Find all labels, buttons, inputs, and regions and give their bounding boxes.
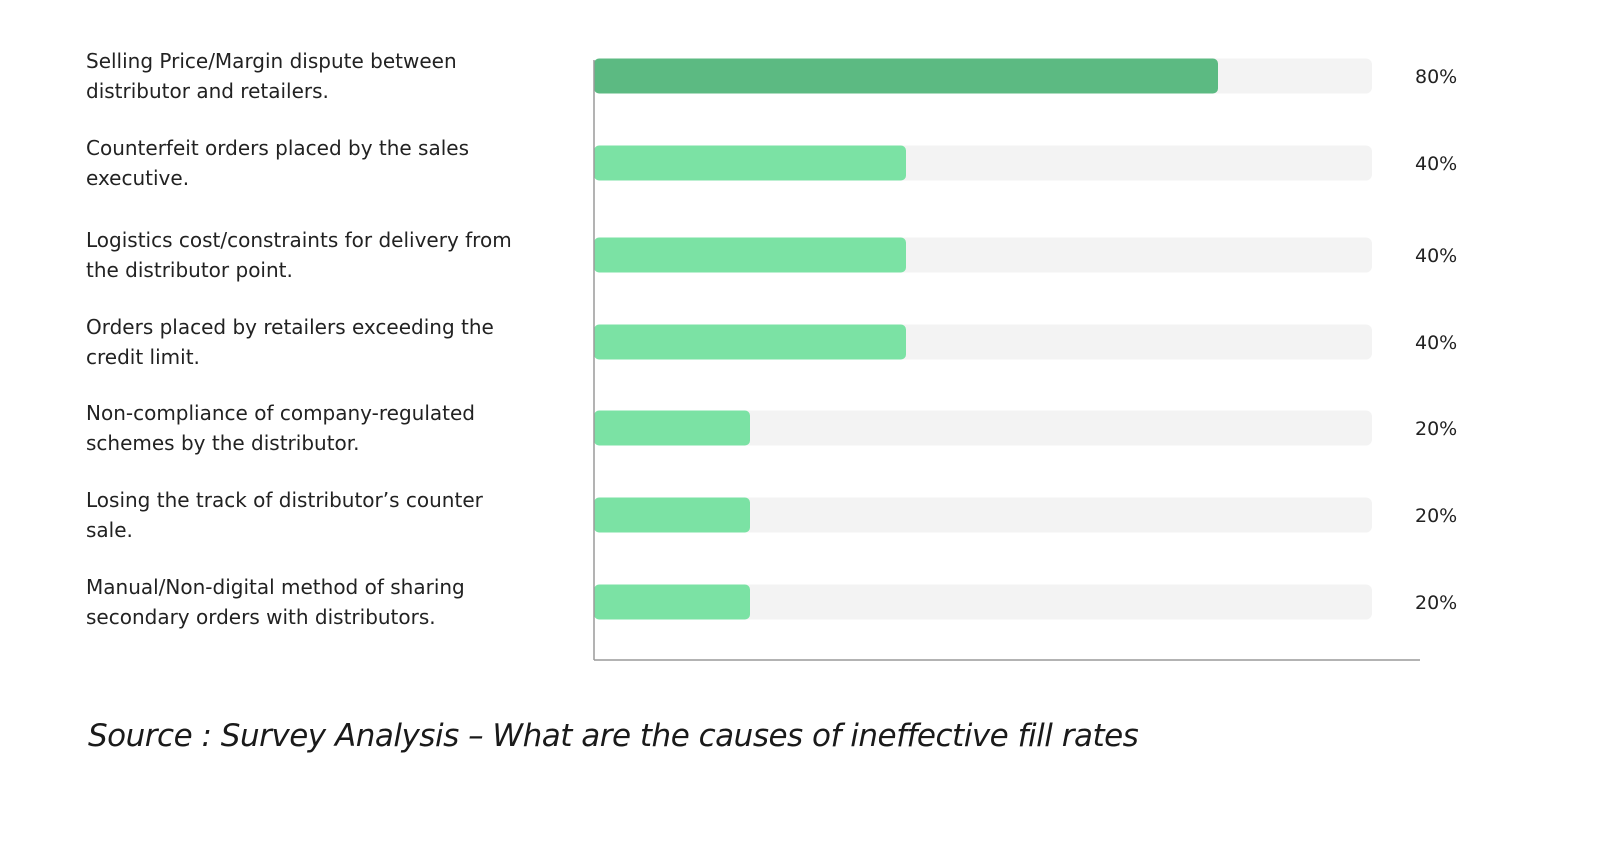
category-label-line: Orders placed by retailers exceeding the: [86, 315, 494, 339]
category-label-line: Manual/Non-digital method of sharing: [86, 575, 465, 599]
category-label-line: Counterfeit orders placed by the sales: [86, 136, 469, 160]
value-label: 20%: [1415, 592, 1457, 614]
category-label-line: Non-compliance of company-regulated: [86, 401, 475, 425]
bar: [594, 497, 750, 533]
value-label: 40%: [1415, 332, 1457, 354]
value-label: 20%: [1415, 505, 1457, 527]
category-label-line: credit limit.: [86, 345, 200, 369]
category-label-line: secondary orders with distributors.: [86, 605, 436, 629]
category-label-line: Losing the track of distributor’s counte…: [86, 488, 484, 512]
bar: [594, 237, 906, 273]
value-label: 80%: [1415, 66, 1457, 88]
value-label: 20%: [1415, 418, 1457, 440]
bar-track: [594, 584, 1372, 620]
bar: [594, 145, 906, 181]
bar-track: [594, 410, 1372, 446]
value-label: 40%: [1415, 245, 1457, 267]
bar: [594, 324, 906, 360]
category-label-line: Logistics cost/constraints for delivery …: [86, 228, 512, 252]
category-label: Orders placed by retailers exceeding the…: [86, 315, 494, 369]
bar-track: [594, 497, 1372, 533]
category-label-line: sale.: [86, 518, 133, 542]
category-label-line: schemes by the distributor.: [86, 431, 360, 455]
bar: [594, 58, 1218, 94]
value-label: 40%: [1415, 153, 1457, 175]
category-label: Non-compliance of company-regulated schem…: [86, 401, 475, 455]
source-caption: Source : Survey Analysis – What are the …: [88, 718, 1139, 754]
category-label-line: the distributor point.: [86, 258, 293, 282]
category-label: Counterfeit orders placed by the sales ex…: [86, 136, 469, 190]
category-label: Manual/Non-digital method of sharing seco…: [86, 575, 465, 629]
category-label: Losing the track of distributor’s counte…: [86, 488, 484, 542]
category-label: Selling Price/Margin dispute between dist…: [86, 49, 457, 103]
bar: [594, 584, 750, 620]
category-label-line: Selling Price/Margin dispute between: [86, 49, 457, 73]
chart-rows: Selling Price/Margin dispute between dist…: [86, 49, 1457, 629]
category-label-line: executive.: [86, 166, 189, 190]
category-label-line: distributor and retailers.: [86, 79, 329, 103]
category-label: Logistics cost/constraints for delivery …: [86, 228, 512, 282]
bar: [594, 410, 750, 446]
